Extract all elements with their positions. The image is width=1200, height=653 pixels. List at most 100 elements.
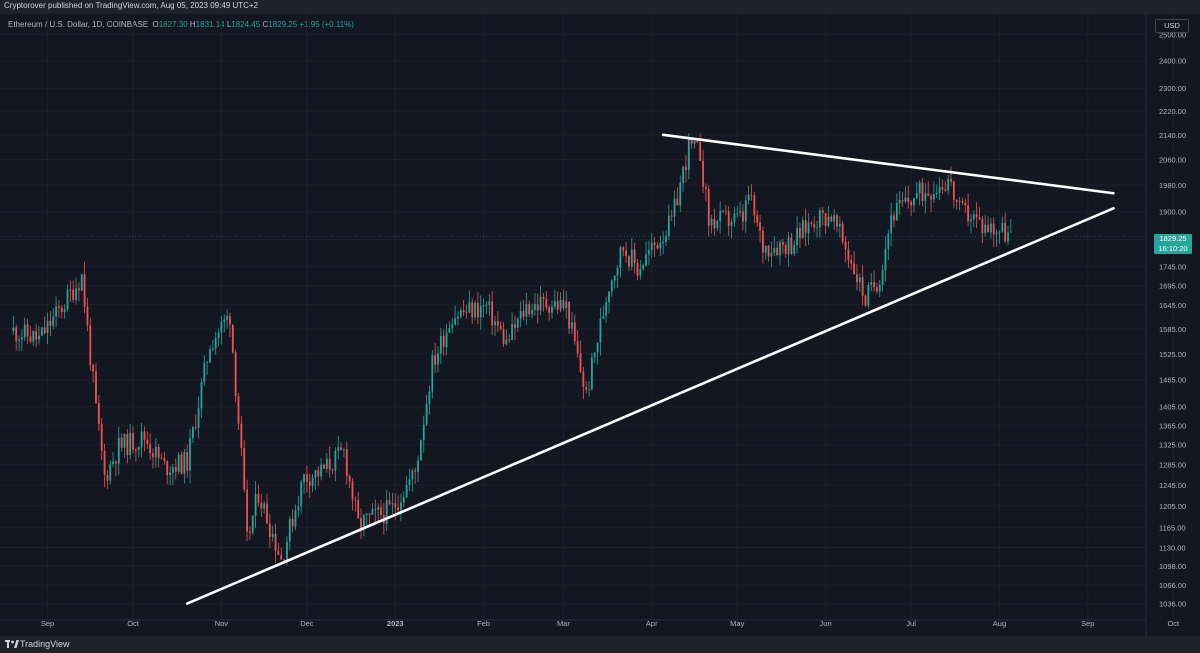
time-tick-label: Aug [993, 619, 1006, 628]
candle-body [103, 450, 106, 476]
candle-body [488, 301, 491, 305]
candle-body [539, 296, 542, 311]
time-axis[interactable]: Sep Oct Nov Dec 2023 Feb Mar Apr May Jun Jul Aug Sep… [41, 619, 1180, 628]
candle-body [15, 327, 18, 341]
price-tick-label: 1245.00 [1159, 481, 1186, 490]
candle-body [630, 249, 633, 267]
candle-body [645, 254, 647, 266]
candle-body [676, 198, 679, 206]
candle-body [360, 518, 362, 529]
candle-body [628, 256, 630, 267]
candle-body [445, 332, 448, 348]
candle-body [753, 195, 756, 216]
candle-body [984, 224, 987, 233]
candle-body [876, 287, 878, 292]
candle-body [485, 304, 488, 306]
candle-body [856, 274, 858, 283]
candle-body [847, 249, 850, 261]
candle-body [214, 338, 217, 349]
candle-body [174, 467, 177, 472]
candle-body [742, 211, 744, 222]
candle-body [636, 263, 639, 276]
candle-body [496, 321, 499, 326]
candle-body [459, 310, 462, 317]
candle-body [397, 507, 399, 511]
candle-body [930, 196, 932, 200]
candle-body [978, 217, 981, 220]
candle-body [522, 310, 525, 317]
footer-bar: TradingView [0, 636, 1200, 653]
candle-body [157, 446, 160, 458]
candle-body [422, 424, 425, 441]
change-value: +1.95 (+0.11%) [299, 20, 354, 29]
candle-body [380, 507, 382, 515]
time-tick-label: Dec [300, 619, 314, 628]
candle-body [656, 245, 659, 249]
candle-body [377, 507, 380, 510]
candle-body [790, 237, 793, 254]
candle-body [887, 233, 890, 249]
trendlines[interactable] [0, 133, 1146, 605]
open-value: 1827.30 [158, 20, 188, 29]
candle-body [682, 166, 684, 183]
tradingview-brand[interactable]: TradingView [20, 639, 70, 649]
candle-body [878, 284, 881, 292]
tradingview-logo-icon [5, 640, 19, 648]
candle-body [505, 339, 508, 345]
chart-grid [0, 14, 1174, 620]
high-value: 1831.14 [195, 20, 225, 29]
publisher-text: Cryptorover published on TradingView.com… [4, 1, 259, 10]
candle-body [756, 215, 759, 223]
price-chart[interactable]: 2500.00 2400.00 2300.00 2220.00 2140.00 2060.… [0, 14, 1200, 636]
candle-body [853, 263, 855, 275]
candle-body [180, 454, 183, 474]
candle-body [203, 362, 206, 383]
candle-body [776, 247, 779, 256]
candle-body [417, 460, 419, 472]
candle-body [106, 475, 109, 481]
candle-body [414, 470, 417, 472]
price-tick-label: 2140.00 [1159, 131, 1186, 140]
descending-trendline[interactable] [661, 133, 1115, 195]
last-price-label: 1829.25 16:10:20 [1154, 234, 1192, 254]
candle-body [616, 267, 619, 276]
candle-body [317, 470, 320, 477]
currency-badge[interactable]: USD [1155, 19, 1189, 33]
candles [12, 133, 1012, 566]
candle-body [40, 327, 43, 336]
candle-body [770, 252, 773, 257]
candle-body [927, 193, 930, 197]
candle-body [465, 311, 468, 313]
candle-body [348, 476, 351, 481]
candle-body [43, 327, 46, 334]
candle-body [648, 250, 650, 255]
candle-body [226, 316, 228, 320]
candle-body [1004, 222, 1007, 242]
candle-body [109, 464, 112, 481]
candle-body [596, 342, 599, 353]
candle-body [838, 223, 841, 227]
candle-body [405, 485, 408, 498]
candle-body [32, 330, 35, 342]
candle-body [237, 396, 240, 424]
candle-body [502, 329, 505, 345]
candle-body [163, 458, 166, 462]
candle-body [234, 352, 237, 397]
candle-body [514, 324, 516, 328]
candle-body [516, 319, 519, 328]
candle-body [169, 472, 171, 476]
time-tick-label: Jul [906, 619, 916, 628]
candle-body [850, 260, 853, 264]
ascending-trendline[interactable] [185, 206, 1115, 605]
candle-body [950, 178, 952, 182]
close-value: 1829.25 [268, 20, 298, 29]
candle-body [186, 451, 189, 471]
candle-body [38, 335, 40, 340]
candle-body [320, 464, 323, 477]
symbol-label[interactable]: Ethereum / U.S. Dollar, 1D, COINBASE [8, 20, 149, 29]
candle-body [402, 497, 405, 503]
candle-body [941, 187, 944, 190]
candle-body [890, 215, 893, 234]
price-axis[interactable]: 2500.00 2400.00 2300.00 2220.00 2140.00 2060.… [1159, 30, 1186, 608]
candle-body [294, 510, 297, 527]
